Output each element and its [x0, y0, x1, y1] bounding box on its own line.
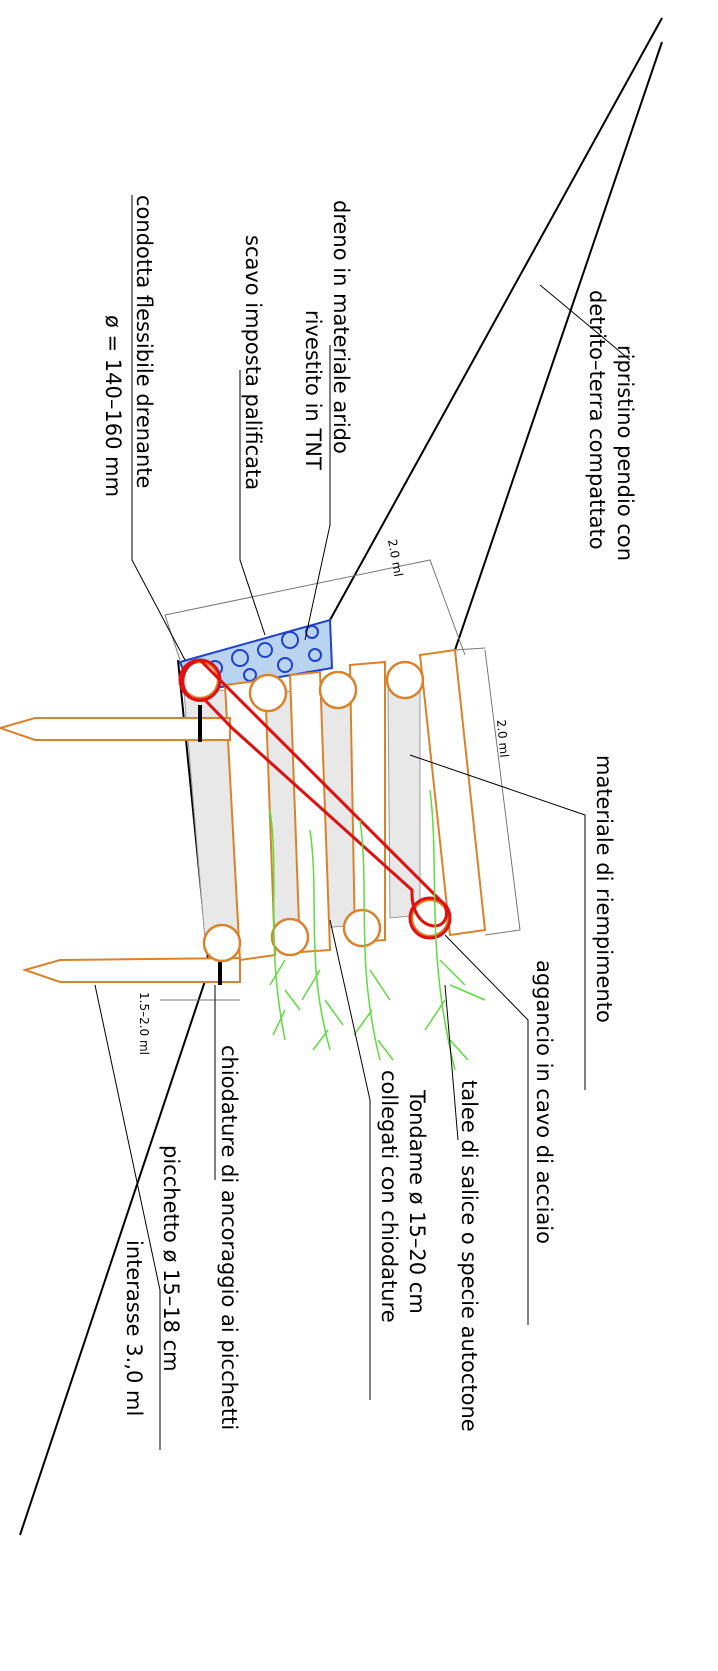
label: rivestito in TNT — [301, 310, 325, 470]
label: chiodature di ancoraggio ai picchetti — [217, 1045, 241, 1430]
label: Tondame ø 15–20 cm — [405, 1089, 429, 1314]
label: dreno in materiale arido — [329, 200, 353, 454]
label: condotta flessibile drenante — [132, 195, 156, 488]
steel-cable — [178, 658, 452, 940]
logs — [223, 648, 487, 962]
leader-lines — [94, 195, 631, 1450]
label: materiale di riempimento — [592, 755, 616, 1023]
label: talee di salice o specie autoctone — [457, 1080, 481, 1432]
dimension-lines — [160, 559, 521, 1001]
label: ø = 140–160 mm — [101, 315, 125, 497]
dimension-label: 2.0 ml — [494, 719, 511, 758]
labels: ripristino pendio con detrito–terra comp… — [101, 195, 637, 1432]
willow-cuttings — [269, 789, 486, 1071]
label: interasse 3.,0 ml — [122, 1240, 146, 1416]
label: collegati con chiodature — [377, 1070, 401, 1323]
dimension-label: 2.0 ml — [385, 538, 405, 578]
stakes — [0, 705, 241, 985]
dimension-label: 1.5–2.0 ml — [137, 992, 151, 1055]
label: detrito–terra compattato — [585, 290, 609, 550]
label: scavo imposta palificata — [241, 235, 265, 490]
label: picchetto ø 15–18 cm — [159, 1145, 183, 1372]
label: ripristino pendio con — [613, 345, 637, 561]
slope-lines — [19, 17, 663, 1536]
label: aggancio in cavo di acciaio — [532, 960, 556, 1244]
